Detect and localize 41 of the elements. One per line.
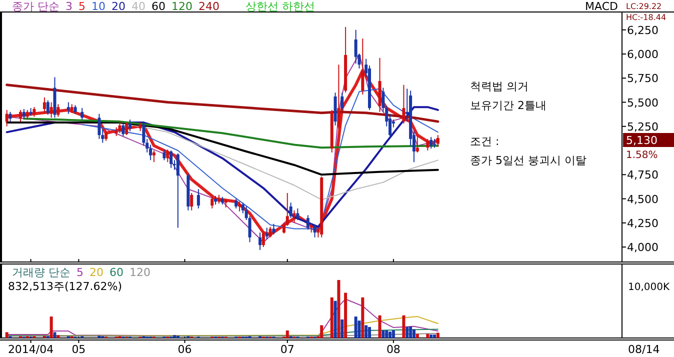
y-tick-label: 5,250 — [627, 120, 658, 134]
y-tick-label: 4,750 — [627, 168, 658, 182]
y-tick-label: 6,250 — [627, 24, 658, 37]
annotation: 보유기간 2틀내 — [470, 99, 546, 112]
text: 20 — [90, 266, 104, 279]
x-tick-label: 06 — [178, 343, 192, 356]
y-tick-label: 4,000 — [627, 241, 658, 254]
annotation: 종가 5일선 붕괴시 이탈 — [470, 154, 586, 167]
annotation: MACD — [585, 0, 618, 13]
text: LC:29.22 — [626, 2, 662, 11]
annotation: 832,513주(127.62%) — [8, 280, 122, 293]
text: 20 — [112, 0, 126, 13]
x-tick-label: 07 — [280, 343, 294, 356]
annotation: 척력법 의거 — [470, 80, 528, 93]
legend-title: 거래량 단순 — [12, 266, 70, 279]
y-tick-label: 4,250 — [627, 216, 658, 230]
text: 40 — [132, 0, 146, 13]
x-tick-label: 08 — [386, 343, 400, 356]
x-tick-label: 2014/04 — [8, 343, 54, 356]
text: 60 — [152, 0, 166, 13]
annotation: 1.58% — [626, 150, 658, 161]
text: 120 — [130, 266, 150, 279]
x-tick-label: 05 — [72, 343, 86, 356]
text: 240 — [198, 0, 220, 13]
annotation: 상한선 하한선 — [246, 0, 315, 13]
text: 5 — [78, 0, 86, 13]
annotation: 10,000K — [628, 282, 670, 293]
text: 3 — [66, 0, 72, 13]
legend-title: 종가 단순 — [12, 0, 60, 13]
y-tick-label: 6,000 — [627, 48, 658, 61]
y-tick-label: 4,500 — [627, 192, 658, 206]
annotation: 5,130 — [626, 134, 658, 147]
text: 10 — [92, 0, 106, 13]
annotation: HC:-18.44 — [626, 13, 666, 22]
y-tick-label: 5,500 — [627, 96, 658, 110]
text: 5 — [76, 266, 84, 279]
annotation: 조건 : — [470, 135, 500, 148]
text: 60 — [110, 266, 124, 279]
y-tick-label: 5,750 — [627, 72, 658, 86]
text: 120 — [172, 0, 192, 13]
text: 08/14 — [628, 343, 660, 356]
